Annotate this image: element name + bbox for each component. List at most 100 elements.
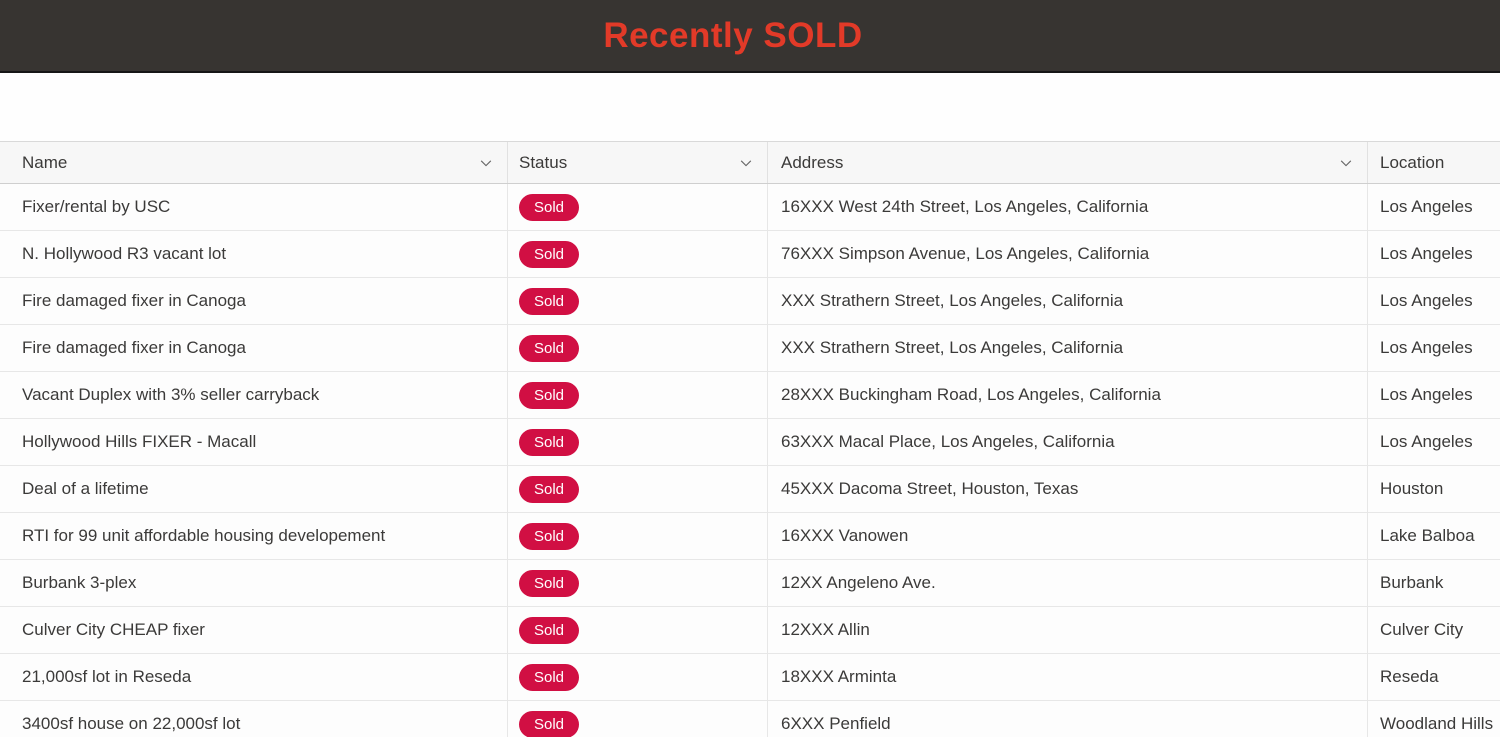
- column-header-location[interactable]: Location: [1368, 142, 1500, 183]
- listing-location: Los Angeles: [1380, 197, 1473, 216]
- cell-address: 12XX Angeleno Ave.: [768, 560, 1368, 606]
- cell-location: Reseda: [1368, 654, 1500, 700]
- table-row[interactable]: Fire damaged fixer in Canoga Sold XXX Stra…: [0, 278, 1500, 325]
- listing-address: 6XXX Penfield: [781, 714, 891, 733]
- listing-name: Burbank 3-plex: [22, 573, 137, 592]
- listing-location: Houston: [1380, 479, 1444, 498]
- cell-name: N. Hollywood R3 vacant lot: [0, 231, 508, 277]
- status-badge: Sold: [519, 193, 580, 221]
- cell-name: 3400sf house on 22,000sf lot: [0, 701, 508, 737]
- listing-location: Culver City: [1380, 620, 1464, 639]
- listing-address: 76XXX Simpson Avenue, Los Angeles, Calif…: [781, 244, 1150, 263]
- listing-location: Los Angeles: [1380, 338, 1473, 357]
- table-header-row: Name Status Address Location: [0, 141, 1500, 184]
- status-badge: Sold: [519, 616, 580, 644]
- page-title: Recently SOLD: [603, 15, 863, 55]
- cell-status: Sold: [508, 231, 768, 277]
- listing-name: Culver City CHEAP fixer: [22, 620, 205, 639]
- listing-address: 12XX Angeleno Ave.: [781, 573, 936, 592]
- cell-location: Los Angeles: [1368, 231, 1500, 277]
- column-header-location-label: Location: [1380, 152, 1445, 172]
- listing-name: Fixer/rental by USC: [22, 197, 171, 216]
- status-badge: Sold: [519, 710, 580, 737]
- listing-location: Los Angeles: [1380, 291, 1473, 310]
- listing-address: 16XXX Vanowen: [781, 526, 909, 545]
- cell-name: Deal of a lifetime: [0, 466, 508, 512]
- listing-name: Fire damaged fixer in Canoga: [22, 338, 246, 357]
- table-row[interactable]: RTI for 99 unit affordable housing devel…: [0, 513, 1500, 560]
- column-header-address-label: Address: [781, 152, 844, 172]
- listing-name: Hollywood Hills FIXER - Macall: [22, 432, 257, 451]
- listing-address: XXX Strathern Street, Los Angeles, Calif…: [781, 291, 1124, 310]
- cell-status: Sold: [508, 654, 768, 700]
- table-row[interactable]: Vacant Duplex with 3% seller carryback So…: [0, 372, 1500, 419]
- cell-status: Sold: [508, 372, 768, 418]
- table-body: Fixer/rental by USC Sold 16XXX West 24th S…: [0, 184, 1500, 737]
- cell-name: Fire damaged fixer in Canoga: [0, 278, 508, 324]
- table-row[interactable]: 3400sf house on 22,000sf lot Sold 6XXX Pen…: [0, 701, 1500, 737]
- cell-location: Burbank: [1368, 560, 1500, 606]
- chevron-down-icon: [1339, 156, 1353, 170]
- table-row[interactable]: Hollywood Hills FIXER - Macall Sold 63XXX …: [0, 419, 1500, 466]
- table-row[interactable]: Deal of a lifetime Sold 45XXX Dacoma Stree…: [0, 466, 1500, 513]
- status-badge: Sold: [519, 381, 580, 409]
- table-row[interactable]: 21,000sf lot in Reseda Sold 18XXX Arminta R…: [0, 654, 1500, 701]
- chevron-down-icon: [739, 156, 753, 170]
- cell-status: Sold: [508, 466, 768, 512]
- cell-address: 16XXX West 24th Street, Los Angeles, Cal…: [768, 184, 1368, 230]
- cell-name: 21,000sf lot in Reseda: [0, 654, 508, 700]
- status-badge: Sold: [519, 569, 580, 597]
- cell-status: Sold: [508, 184, 768, 230]
- sold-listings-table: Name Status Address Location Fixer/renta…: [0, 141, 1500, 737]
- cell-name: Fire damaged fixer in Canoga: [0, 325, 508, 371]
- listing-location: Los Angeles: [1380, 244, 1473, 263]
- listing-name: RTI for 99 unit affordable housing devel…: [22, 526, 386, 545]
- column-header-status[interactable]: Status: [508, 142, 768, 183]
- cell-address: 45XXX Dacoma Street, Houston, Texas: [768, 466, 1368, 512]
- status-badge: Sold: [519, 663, 580, 691]
- listing-name: Deal of a lifetime: [22, 479, 149, 498]
- listing-location: Lake Balboa: [1380, 526, 1475, 545]
- listing-address: 45XXX Dacoma Street, Houston, Texas: [781, 479, 1079, 498]
- cell-address: 18XXX Arminta: [768, 654, 1368, 700]
- table-row[interactable]: Fixer/rental by USC Sold 16XXX West 24th S…: [0, 184, 1500, 231]
- column-header-name[interactable]: Name: [0, 142, 508, 183]
- listing-address: 12XXX Allin: [781, 620, 870, 639]
- status-badge: Sold: [519, 334, 580, 362]
- cell-location: Houston: [1368, 466, 1500, 512]
- cell-address: XXX Strathern Street, Los Angeles, Calif…: [768, 278, 1368, 324]
- cell-status: Sold: [508, 560, 768, 606]
- table-row[interactable]: Burbank 3-plex Sold 12XX Angeleno Ave. Burb…: [0, 560, 1500, 607]
- cell-status: Sold: [508, 607, 768, 653]
- table-row[interactable]: Fire damaged fixer in Canoga Sold XXX Stra…: [0, 325, 1500, 372]
- listing-address: XXX Strathern Street, Los Angeles, Calif…: [781, 338, 1124, 357]
- cell-status: Sold: [508, 325, 768, 371]
- listing-address: 28XXX Buckingham Road, Los Angeles, Cali…: [781, 385, 1161, 404]
- listing-name: 3400sf house on 22,000sf lot: [22, 714, 241, 733]
- cell-location: Lake Balboa: [1368, 513, 1500, 559]
- cell-address: 28XXX Buckingham Road, Los Angeles, Cali…: [768, 372, 1368, 418]
- cell-name: Hollywood Hills FIXER - Macall: [0, 419, 508, 465]
- listing-name: Vacant Duplex with 3% seller carryback: [22, 385, 320, 404]
- cell-address: XXX Strathern Street, Los Angeles, Calif…: [768, 325, 1368, 371]
- table-row[interactable]: N. Hollywood R3 vacant lot Sold 76XXX Simp…: [0, 231, 1500, 278]
- cell-name: Vacant Duplex with 3% seller carryback: [0, 372, 508, 418]
- listing-name: N. Hollywood R3 vacant lot: [22, 244, 227, 263]
- cell-status: Sold: [508, 701, 768, 737]
- status-badge: Sold: [519, 428, 580, 456]
- cell-location: Los Angeles: [1368, 278, 1500, 324]
- cell-location: Los Angeles: [1368, 372, 1500, 418]
- column-header-status-label: Status: [519, 152, 568, 172]
- cell-status: Sold: [508, 513, 768, 559]
- cell-location: Woodland Hills: [1368, 701, 1500, 737]
- cell-address: 6XXX Penfield: [768, 701, 1368, 737]
- listing-address: 16XXX West 24th Street, Los Angeles, Cal…: [781, 197, 1149, 216]
- listing-location: Los Angeles: [1380, 385, 1473, 404]
- cell-location: Culver City: [1368, 607, 1500, 653]
- spacer: [0, 73, 1500, 141]
- status-badge: Sold: [519, 475, 580, 503]
- status-badge: Sold: [519, 287, 580, 315]
- listing-location: Burbank: [1380, 573, 1444, 592]
- column-header-address[interactable]: Address: [768, 142, 1368, 183]
- table-row[interactable]: Culver City CHEAP fixer Sold 12XXX Allin Cu…: [0, 607, 1500, 654]
